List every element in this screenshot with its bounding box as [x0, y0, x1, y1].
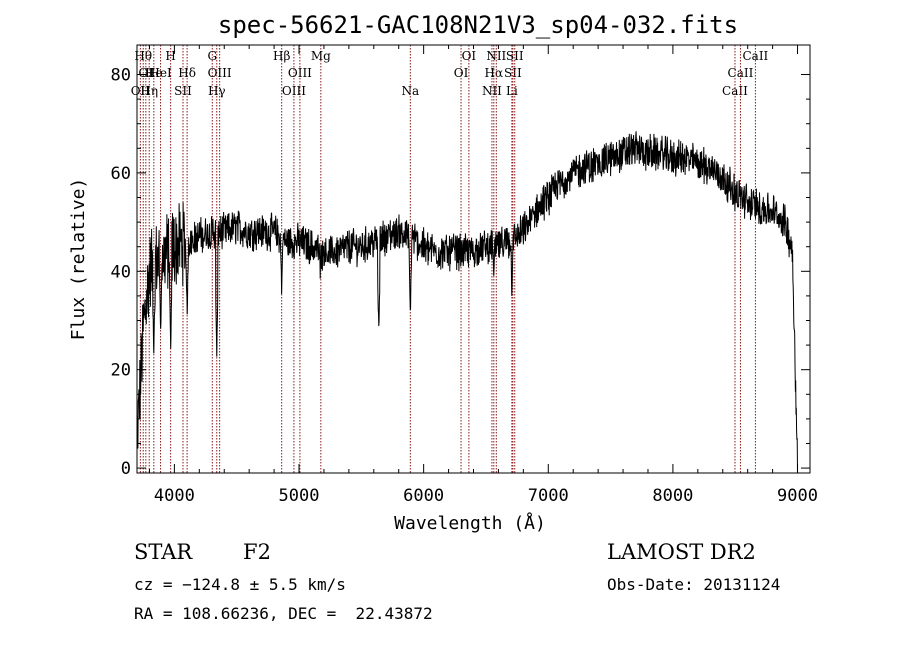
spectral-line-label: SII: [504, 66, 522, 80]
spectral-line-label: SII: [506, 49, 524, 63]
spectral-line-label: SII: [174, 84, 192, 98]
spectrum-series: [136, 131, 798, 474]
spectral-line-label: Hθ: [134, 49, 152, 63]
y-tick-label: 40: [111, 262, 131, 282]
spectral-line-label: CaII: [742, 49, 768, 63]
spectral-line-label: Hδ: [178, 66, 196, 80]
x-tick-label: 6000: [403, 486, 444, 506]
x-tick-label: 7000: [528, 486, 569, 506]
coordinates: RA = 108.66236, DEC = 22.43872: [134, 604, 433, 623]
x-tick-label: 4000: [154, 486, 195, 506]
redshift-cz: cz = −124.8 ± 5.5 km/s: [134, 575, 346, 594]
spectral-line-label: NII: [482, 84, 502, 98]
observation-date: Obs-Date: 20131124: [607, 575, 781, 594]
x-axis-label: Wavelength (Å): [394, 512, 546, 534]
x-tick-label: 5000: [279, 486, 320, 506]
spectral-line-label: CaII: [722, 84, 748, 98]
spectral-line-label: Hβ: [273, 49, 290, 63]
spectrum-line: [136, 131, 798, 474]
spectral-line-label: CaII: [728, 66, 754, 80]
spectral-line-label: Mg: [311, 49, 331, 63]
spectral-line-label: NII: [486, 49, 506, 63]
y-axis-label: Flux (relative): [68, 178, 89, 341]
spectral-line-label: Li: [506, 84, 518, 98]
spectral-line-label: G: [207, 49, 217, 63]
y-tick-label: 80: [111, 66, 131, 86]
spectral-line-label: He: [145, 66, 163, 80]
object-subclass: F2: [243, 540, 271, 564]
axis-ticks: 4000 5000 6000 7000 8000 9000 0 20 40 60 80: [111, 45, 818, 506]
spectral-line-label: Na: [401, 84, 419, 98]
x-tick-label: 8000: [652, 486, 693, 506]
spectral-line-label: H: [165, 49, 175, 63]
object-class: STAR: [134, 540, 193, 564]
spectral-line-label: Hη: [140, 84, 158, 98]
spectral-line-label: OI: [462, 49, 477, 63]
spectral-line-label: HeI: [149, 66, 172, 80]
y-tick-label: 0: [121, 459, 131, 479]
spectral-line-label: OIII: [208, 66, 232, 80]
y-tick-label: 20: [111, 361, 131, 381]
x-tick-label: 9000: [777, 486, 818, 506]
chart-title: spec-56621-GAC108N21V3_sp04-032.fits: [218, 11, 738, 39]
spectral-line-label: Hα: [485, 66, 504, 80]
y-tick-label: 60: [111, 164, 131, 184]
spectral-line-label: OIII: [288, 66, 312, 80]
survey-name: LAMOST DR2: [607, 540, 756, 564]
spectral-line-label: OI: [454, 66, 469, 80]
spectral-line-label: OIII: [282, 84, 306, 98]
spectral-line-label: Hγ: [208, 84, 226, 98]
